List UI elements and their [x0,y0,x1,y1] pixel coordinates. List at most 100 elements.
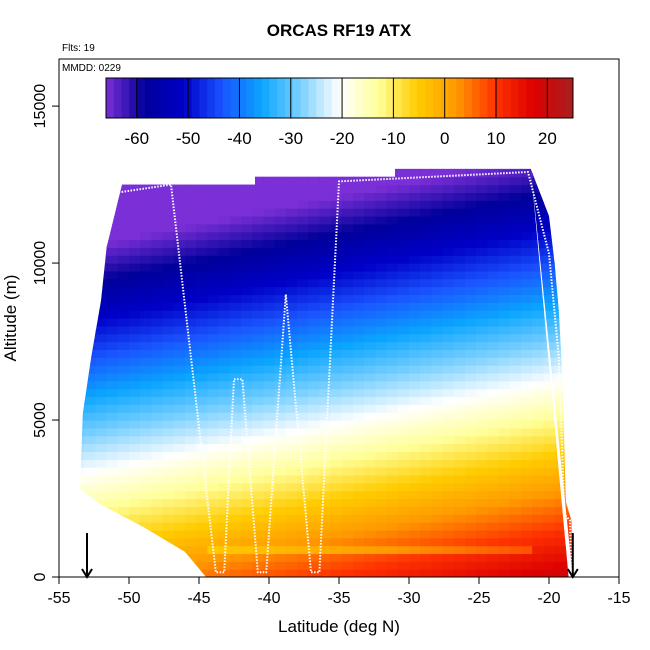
heatmap-cell [185,365,197,374]
heatmap-cell [263,467,276,476]
heatmap-cell [565,318,573,327]
heatmap-cell [409,569,421,577]
heatmap-cell [151,467,164,476]
heatmap-cell [297,388,309,398]
heatmap-cell [151,474,164,484]
heatmap-cell [509,318,522,327]
heatmap-cell [218,200,231,209]
heatmap-cell [185,482,197,492]
heatmap-cell [252,247,264,256]
heatmap-cell [465,467,477,476]
heatmap-cell [498,192,511,201]
heatmap-cell [207,231,220,241]
heatmap-cell [252,357,264,366]
heatmap-cell [241,200,253,209]
heatmap-cell [80,168,85,178]
heatmap-cell [173,215,186,225]
heatmap-cell [218,302,231,311]
heatmap-cell [229,372,242,382]
heatmap-cell [554,474,567,484]
heatmap-cell [196,396,208,405]
heatmap-cell [409,561,421,570]
heatmap-cell [465,420,477,429]
heatmap-cell [185,310,197,319]
heatmap-cell [129,278,141,288]
heatmap-cell [140,372,152,382]
heatmap-cell [364,380,376,390]
heatmap-cell [173,325,186,335]
heatmap-cell [151,569,164,577]
heatmap-cell [386,302,399,311]
heatmap-cell [229,506,242,515]
heatmap-cell [84,427,96,437]
heatmap-cell [84,168,96,170]
heatmap-cell [341,553,354,562]
colorbar-tick-label: -40 [227,129,252,148]
heatmap-cell [117,482,130,492]
heatmap-cell [353,420,365,429]
heatmap-cell [431,561,444,570]
heatmap-cell [543,310,556,319]
heatmap-cell [509,435,522,445]
heatmap-cell [140,263,152,272]
heatmap-cell [453,247,466,256]
heatmap-cell [185,459,197,468]
heatmap-cell [409,545,421,555]
heatmap-cell [95,302,108,311]
heatmap-cell [577,428,589,436]
heatmap-cell [330,498,343,507]
heatmap-cell [151,208,164,217]
heatmap-cell [274,569,287,577]
heatmap-cell [409,365,421,374]
heatmap-cell [117,278,130,288]
heatmap-cell [442,231,455,241]
heatmap-cell [196,333,208,343]
heatmap-cell [353,223,365,233]
heatmap-cell [409,318,421,327]
heatmap-cell [162,545,175,555]
heatmap-cell [431,490,444,500]
heatmap-cell [509,278,522,288]
heatmap-cell [207,215,220,225]
heatmap-cell [577,271,589,279]
heatmap-cell [129,459,141,468]
heatmap-cell [341,318,354,327]
heatmap-cell [252,270,264,280]
heatmap-cell [80,506,85,515]
heatmap-cell [263,294,276,303]
heatmap-cell [487,208,500,217]
heatmap-cell [241,239,253,248]
heatmap-cell [218,357,231,366]
heatmap-cell [498,482,511,492]
heatmap-cell [185,278,197,288]
heatmap-cell [386,278,399,288]
heatmap-cell [554,192,567,201]
heatmap-cell [129,553,141,562]
heatmap-cell [487,184,500,194]
heatmap-cell [95,333,108,343]
heatmap-cell [565,168,573,178]
heatmap-cell [80,215,85,225]
heatmap-cell [95,349,108,358]
heatmap-cell [420,325,432,335]
heatmap-cell [319,200,332,209]
heatmap-cell [117,333,130,343]
heatmap-cell [151,231,164,241]
heatmap-cell [476,365,488,374]
heatmap-cell [84,490,96,500]
heatmap-cell [386,427,399,437]
heatmap-cell [498,404,511,413]
heatmap-cell [263,545,276,555]
heatmap-cell [409,168,421,178]
colorbar-segment [534,78,543,118]
heatmap-cell [285,404,298,413]
heatmap-cell [532,255,544,264]
heatmap-cell [274,529,287,539]
heatmap-cell [263,357,276,366]
heatmap-cell [554,459,567,468]
heatmap-cell [185,537,197,547]
heatmap-cell [353,286,365,296]
heatmap-cell [297,420,309,429]
heatmap-cell [420,435,432,445]
heatmap-cell [509,176,522,186]
